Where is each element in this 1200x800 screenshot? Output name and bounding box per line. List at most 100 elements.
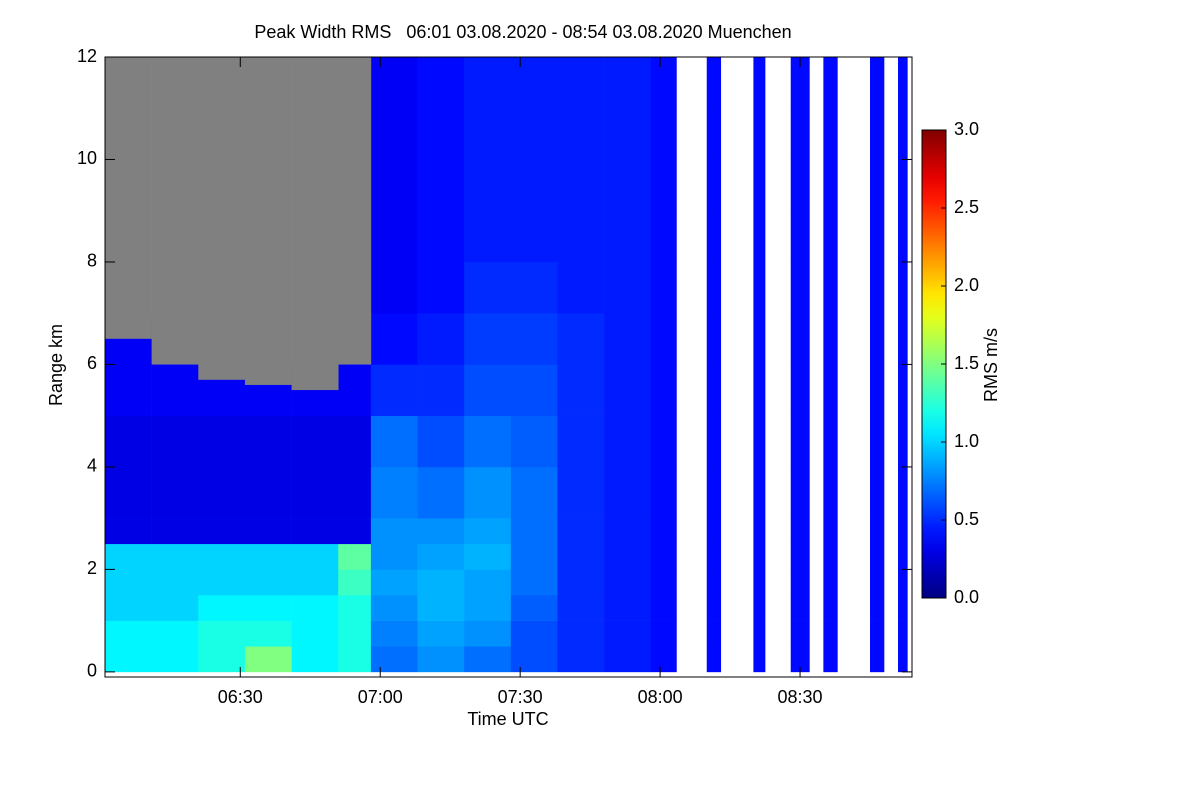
colorbar-tick-label: 0.0 [954, 587, 979, 607]
heatmap-cell [753, 57, 766, 109]
heatmap-cell [291, 415, 339, 468]
heatmap-cell [898, 466, 908, 519]
y-tick-label: 10 [77, 148, 97, 168]
no-signal-mask [291, 57, 339, 391]
heatmap-cell [898, 159, 908, 212]
heatmap-cell [510, 364, 558, 416]
heatmap-cell [510, 543, 558, 570]
heatmap-cell [604, 543, 652, 570]
heatmap-cell [417, 364, 465, 416]
heatmap-cell [870, 620, 885, 647]
heatmap-cell [604, 466, 652, 519]
heatmap-cell [823, 646, 838, 673]
heatmap-cell [898, 57, 908, 109]
heatmap-cell [898, 595, 908, 621]
heatmap-cell [823, 415, 838, 468]
heatmap-cell [510, 210, 558, 263]
heatmap-cell [753, 261, 766, 314]
heatmap-cell [557, 415, 605, 468]
heatmap-cell [870, 646, 885, 673]
heatmap-cell [510, 108, 558, 160]
colorbar-tick-label: 2.0 [954, 275, 979, 295]
heatmap-cell [510, 57, 558, 109]
heatmap-cell [753, 108, 766, 160]
heatmap [105, 57, 908, 673]
heatmap-cell [604, 313, 652, 365]
heatmap-cell [244, 646, 292, 673]
heatmap-cell [604, 620, 652, 647]
heatmap-cell [898, 415, 908, 468]
heatmap-cell [604, 108, 652, 160]
colorbar-tick-label: 1.5 [954, 353, 979, 373]
heatmap-cell [823, 159, 838, 212]
heatmap-cell [370, 313, 418, 365]
heatmap-cell [823, 364, 838, 416]
heatmap-cell [105, 569, 152, 596]
x-tick-label: 08:30 [778, 687, 823, 707]
heatmap-cell [198, 646, 246, 673]
heatmap-cell [650, 159, 677, 212]
heatmap-cell [198, 569, 246, 596]
heatmap-cell [464, 415, 512, 468]
heatmap-cell [105, 646, 152, 673]
heatmap-cell [604, 159, 652, 212]
heatmap-cell [198, 518, 246, 545]
heatmap-cell [417, 543, 465, 570]
heatmap-cell [790, 466, 810, 519]
heatmap-cell [790, 313, 810, 365]
heatmap-cell [650, 595, 677, 621]
heatmap-cell [753, 364, 766, 416]
heatmap-cell [823, 210, 838, 263]
heatmap-cell [417, 261, 465, 314]
heatmap-cell [370, 57, 418, 109]
heatmap-cell [510, 518, 558, 545]
heatmap-cell [790, 415, 810, 468]
heatmap-cell [291, 620, 339, 647]
heatmap-cell [790, 57, 810, 109]
heatmap-cell [417, 313, 465, 365]
heatmap-cell [370, 620, 418, 647]
heatmap-cell [790, 518, 810, 545]
heatmap-cell [338, 620, 372, 647]
heatmap-cell [338, 569, 372, 596]
heatmap-cell [244, 415, 292, 468]
heatmap-cell [790, 108, 810, 160]
colorbar-tick-label: 2.5 [954, 197, 979, 217]
heatmap-cell [898, 569, 908, 596]
heatmap-cell [370, 466, 418, 519]
heatmap-cell [151, 518, 199, 545]
heatmap-cell [338, 415, 372, 468]
heatmap-cell [790, 595, 810, 621]
heatmap-cell [291, 543, 339, 570]
heatmap-cell [417, 620, 465, 647]
heatmap-cell [823, 518, 838, 545]
heatmap-cell [604, 646, 652, 673]
y-tick-label: 4 [87, 456, 97, 476]
heatmap-cell [706, 57, 722, 109]
heatmap-cell [823, 543, 838, 570]
no-signal-mask [198, 57, 246, 380]
heatmap-cell [151, 415, 199, 468]
y-tick-label: 6 [87, 353, 97, 373]
heatmap-cell [370, 415, 418, 468]
heatmap-cell [105, 518, 152, 545]
heatmap-cell [823, 313, 838, 365]
heatmap-cell [823, 595, 838, 621]
heatmap-cell [151, 595, 199, 621]
y-axis-label: Range km [46, 324, 66, 406]
chart-title: Peak Width RMS 06:01 03.08.2020 - 08:54 … [254, 22, 791, 42]
no-signal-mask [338, 57, 372, 365]
heatmap-cell [706, 595, 722, 621]
heatmap-cell [898, 261, 908, 314]
heatmap-cell [291, 518, 339, 545]
heatmap-cell [464, 108, 512, 160]
heatmap-cell [823, 620, 838, 647]
heatmap-cell [706, 364, 722, 416]
heatmap-cell [198, 620, 246, 647]
colorbar-tick-label: 0.5 [954, 509, 979, 529]
heatmap-cell [706, 543, 722, 570]
heatmap-cell [650, 466, 677, 519]
heatmap-cell [557, 518, 605, 545]
heatmap-cell [650, 415, 677, 468]
heatmap-cell [151, 364, 199, 416]
